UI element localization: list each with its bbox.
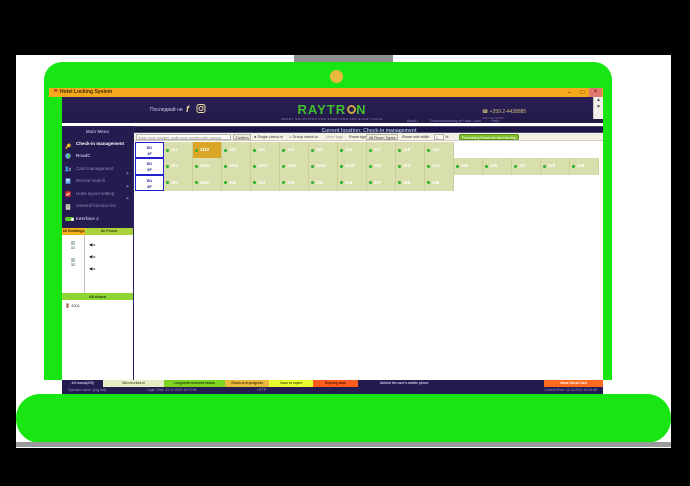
svg-text:f: f <box>186 104 190 114</box>
